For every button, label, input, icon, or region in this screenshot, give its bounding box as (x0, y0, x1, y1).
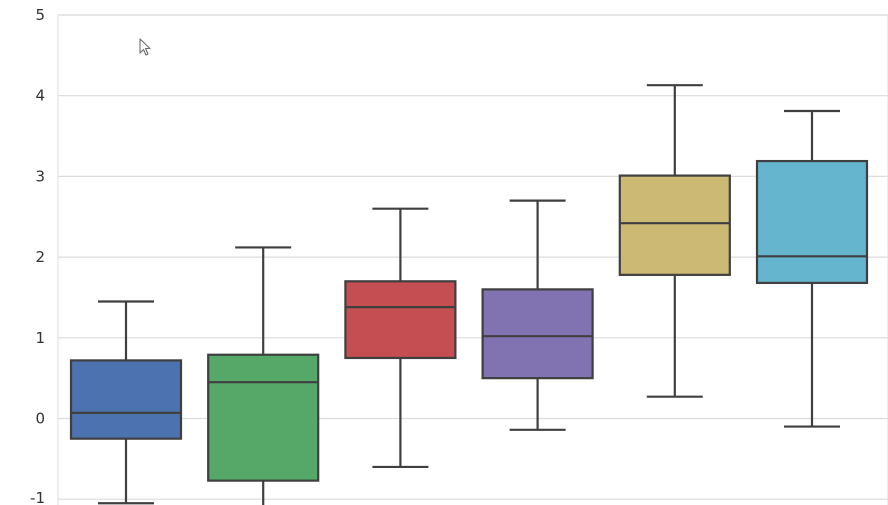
y-tick-label: 2 (35, 248, 45, 266)
box-5 (618, 84, 731, 398)
box-4 (481, 199, 594, 431)
mouse-pointer-icon (139, 38, 151, 56)
box-1 (69, 300, 183, 505)
box-6 (755, 109, 869, 428)
box-iqr (481, 288, 594, 380)
box-iqr (69, 359, 183, 440)
y-tick-label: 5 (35, 6, 45, 24)
box-iqr (344, 280, 457, 360)
y-tick-label: 1 (35, 329, 45, 347)
box-2 (207, 246, 320, 505)
box-iqr (755, 159, 869, 285)
y-axis-tick-labels: 5 4 3 2 1 0 -1 (30, 6, 45, 505)
box-3 (344, 207, 457, 469)
box-series (69, 84, 869, 505)
y-tick-label: 3 (35, 167, 45, 185)
y-tick-label: 0 (35, 410, 45, 428)
plot-area (57, 14, 888, 505)
y-tick-label: 4 (35, 87, 45, 105)
y-gridlines (58, 14, 888, 500)
y-tick-label: -1 (30, 489, 45, 505)
box-iqr (618, 174, 731, 276)
box-iqr (207, 353, 320, 482)
